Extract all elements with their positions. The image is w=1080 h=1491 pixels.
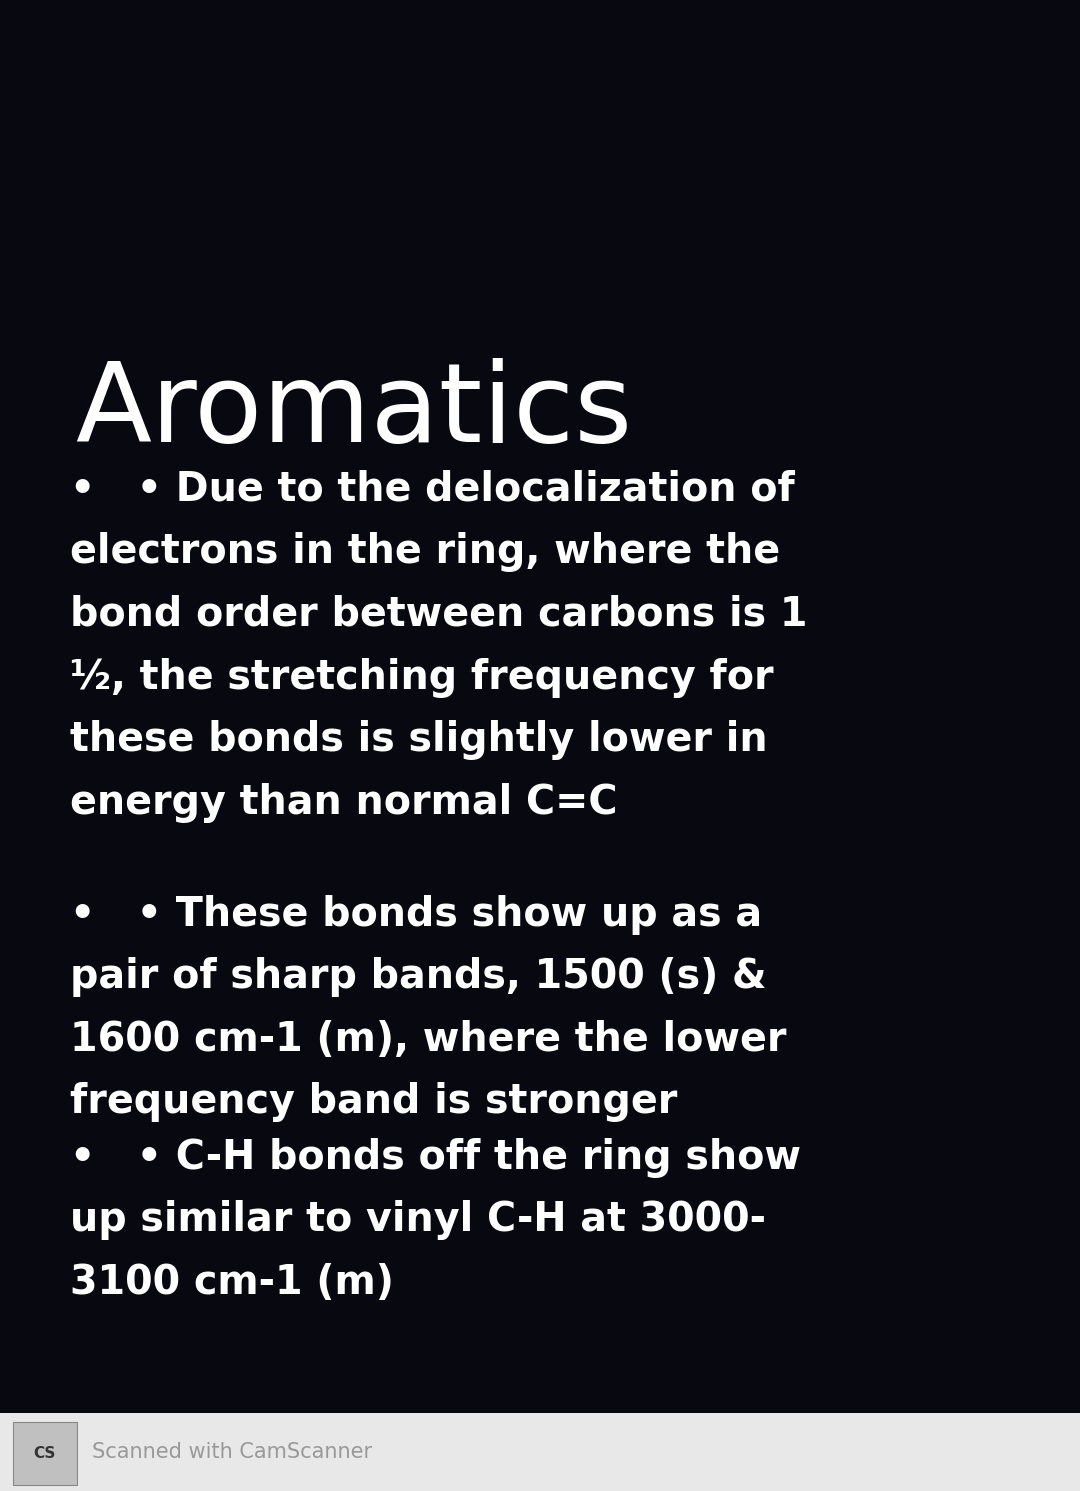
Text: frequency band is stronger: frequency band is stronger bbox=[70, 1082, 677, 1123]
Text: 3100 cm-1 (m): 3100 cm-1 (m) bbox=[70, 1263, 394, 1303]
Text: Aromatics: Aromatics bbox=[76, 358, 633, 465]
Text: energy than normal C=C: energy than normal C=C bbox=[70, 783, 618, 823]
Text: •   • C-H bonds off the ring show: • • C-H bonds off the ring show bbox=[70, 1138, 801, 1178]
Text: CS: CS bbox=[33, 1446, 56, 1461]
Text: up similar to vinyl C-H at 3000-: up similar to vinyl C-H at 3000- bbox=[70, 1200, 766, 1241]
Text: pair of sharp bands, 1500 (s) &: pair of sharp bands, 1500 (s) & bbox=[70, 957, 767, 997]
Text: •   • These bonds show up as a: • • These bonds show up as a bbox=[70, 895, 762, 935]
Text: these bonds is slightly lower in: these bonds is slightly lower in bbox=[70, 720, 768, 760]
Text: bond order between carbons is 1: bond order between carbons is 1 bbox=[70, 595, 808, 635]
Text: Scanned with CamScanner: Scanned with CamScanner bbox=[92, 1442, 372, 1463]
Text: 1600 cm-1 (m), where the lower: 1600 cm-1 (m), where the lower bbox=[70, 1020, 786, 1060]
FancyBboxPatch shape bbox=[13, 1422, 77, 1485]
Text: ½, the stretching frequency for: ½, the stretching frequency for bbox=[70, 658, 774, 698]
FancyBboxPatch shape bbox=[0, 1413, 1080, 1491]
Text: •   • Due to the delocalization of: • • Due to the delocalization of bbox=[70, 470, 795, 510]
Text: electrons in the ring, where the: electrons in the ring, where the bbox=[70, 532, 781, 573]
